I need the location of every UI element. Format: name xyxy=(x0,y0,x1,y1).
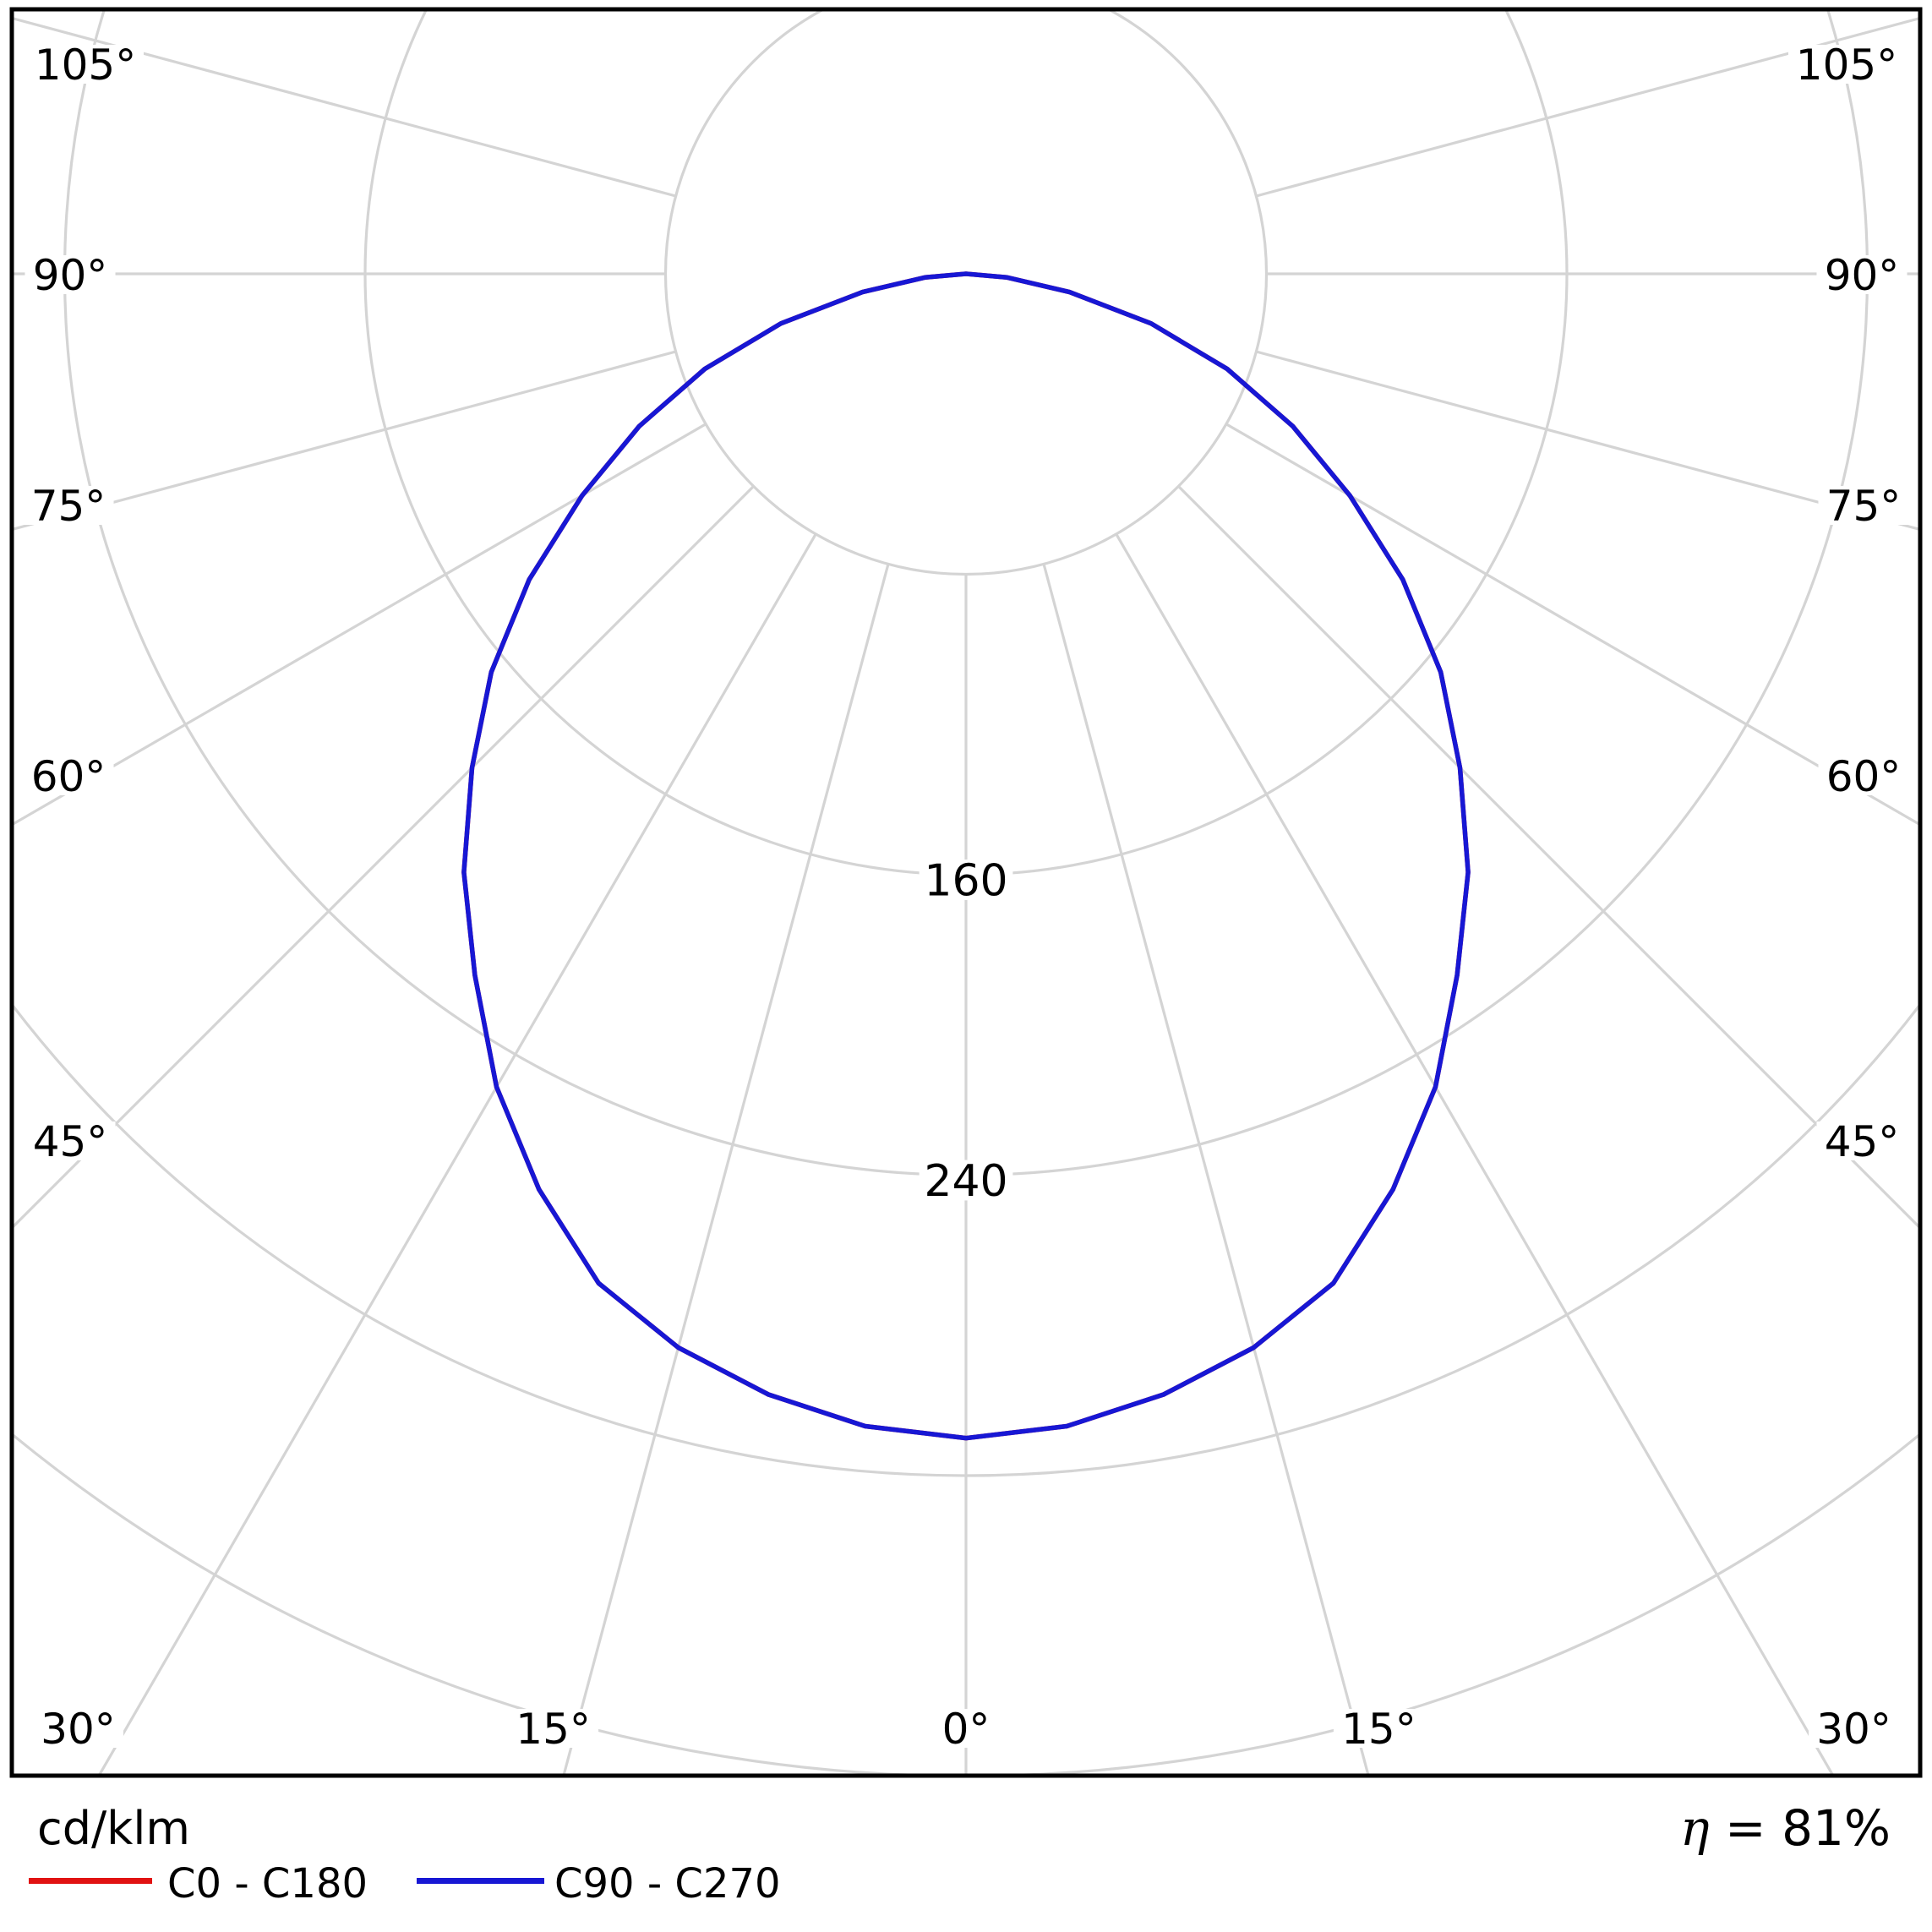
grid-spoke-right-30 xyxy=(1115,533,1834,1774)
label-halo-angle-label-right-105 xyxy=(1788,45,1905,84)
grid-spoke-left-105 xyxy=(14,17,677,198)
label-halo-angle-label-left-30 xyxy=(32,1709,123,1748)
angle-label-left-30: 30° xyxy=(41,1705,116,1754)
grid-spoke-left-75 xyxy=(14,350,677,531)
grid-spoke-left-15 xyxy=(562,563,890,1774)
grid-spoke-right-15 xyxy=(1042,563,1370,1774)
angle-label-left-105: 105° xyxy=(35,41,136,90)
angle-label-right-60: 60° xyxy=(1826,752,1902,801)
grid-spoke-right-60 xyxy=(1225,423,1918,826)
eta-value: = 81% xyxy=(1709,1799,1891,1857)
plot-frame xyxy=(9,7,1923,1778)
angle-label-right-75: 75° xyxy=(1826,482,1902,531)
legend-line-c90-c270 xyxy=(417,1878,544,1884)
unit-label: cd/klm xyxy=(37,1802,191,1855)
label-halo-radial-label-240 xyxy=(919,1160,1013,1201)
angle-label-right-45: 45° xyxy=(1825,1117,1900,1166)
grid-spoke-right-75 xyxy=(1255,350,1918,531)
angle-label-left-60: 60° xyxy=(31,752,106,801)
label-halo-angle-label-0 xyxy=(934,1709,998,1748)
label-halo-angle-label-left-75 xyxy=(23,486,114,525)
label-halo-angle-label-left-15 xyxy=(508,1709,599,1748)
axis-labels: 0° 15° 15° 30° 30° 45° 45° 60° 60° 75° 75° 90° 90° 10… xyxy=(23,41,1909,1754)
grid-spoke-left-30 xyxy=(98,533,817,1774)
efficiency-label: η = 81% xyxy=(1679,1799,1891,1857)
eta-symbol: η xyxy=(1679,1799,1710,1857)
curve-C90-C270 xyxy=(461,271,1471,1441)
label-halo-angle-label-right-75 xyxy=(1818,486,1909,525)
angle-label-right-15: 15° xyxy=(1341,1705,1416,1754)
grid-spoke-right-105 xyxy=(1255,17,1918,198)
angle-label-left-90: 90° xyxy=(33,251,108,300)
angle-label-right-30: 30° xyxy=(1816,1705,1891,1754)
label-halo-radial-label-160 xyxy=(919,860,1013,900)
label-halo-angle-label-left-45 xyxy=(25,1122,116,1160)
label-halo-angle-label-left-90 xyxy=(25,255,116,294)
intensity-curves xyxy=(461,271,1471,1441)
label-halo-angle-label-right-60 xyxy=(1818,756,1909,795)
angle-label-0: 0° xyxy=(942,1705,991,1754)
label-halo-angle-label-left-105 xyxy=(27,45,144,84)
angle-label-left-75: 75° xyxy=(31,482,106,531)
label-halo-angle-label-right-15 xyxy=(1333,1709,1424,1748)
legend-label-c90-c270: C90 - C270 xyxy=(554,1860,781,1907)
radial-label-240: 240 xyxy=(924,1156,1007,1207)
label-halo-angle-label-right-45 xyxy=(1816,1122,1907,1160)
label-halo-angle-label-right-90 xyxy=(1816,255,1907,294)
angle-label-left-45: 45° xyxy=(33,1117,108,1166)
angle-label-right-105: 105° xyxy=(1796,41,1897,90)
grid-spoke-left-60 xyxy=(14,423,707,826)
angle-label-left-15: 15° xyxy=(516,1705,591,1754)
grid-circle-80 xyxy=(664,11,1268,576)
angle-label-right-90: 90° xyxy=(1825,251,1900,300)
legend-line-c0-c180 xyxy=(29,1878,152,1884)
label-halo-angle-label-left-60 xyxy=(23,756,114,795)
radial-label-160: 160 xyxy=(924,856,1007,907)
legend-label-c0-c180: C0 - C180 xyxy=(167,1860,368,1907)
label-halo-angle-label-right-30 xyxy=(1809,1709,1900,1748)
